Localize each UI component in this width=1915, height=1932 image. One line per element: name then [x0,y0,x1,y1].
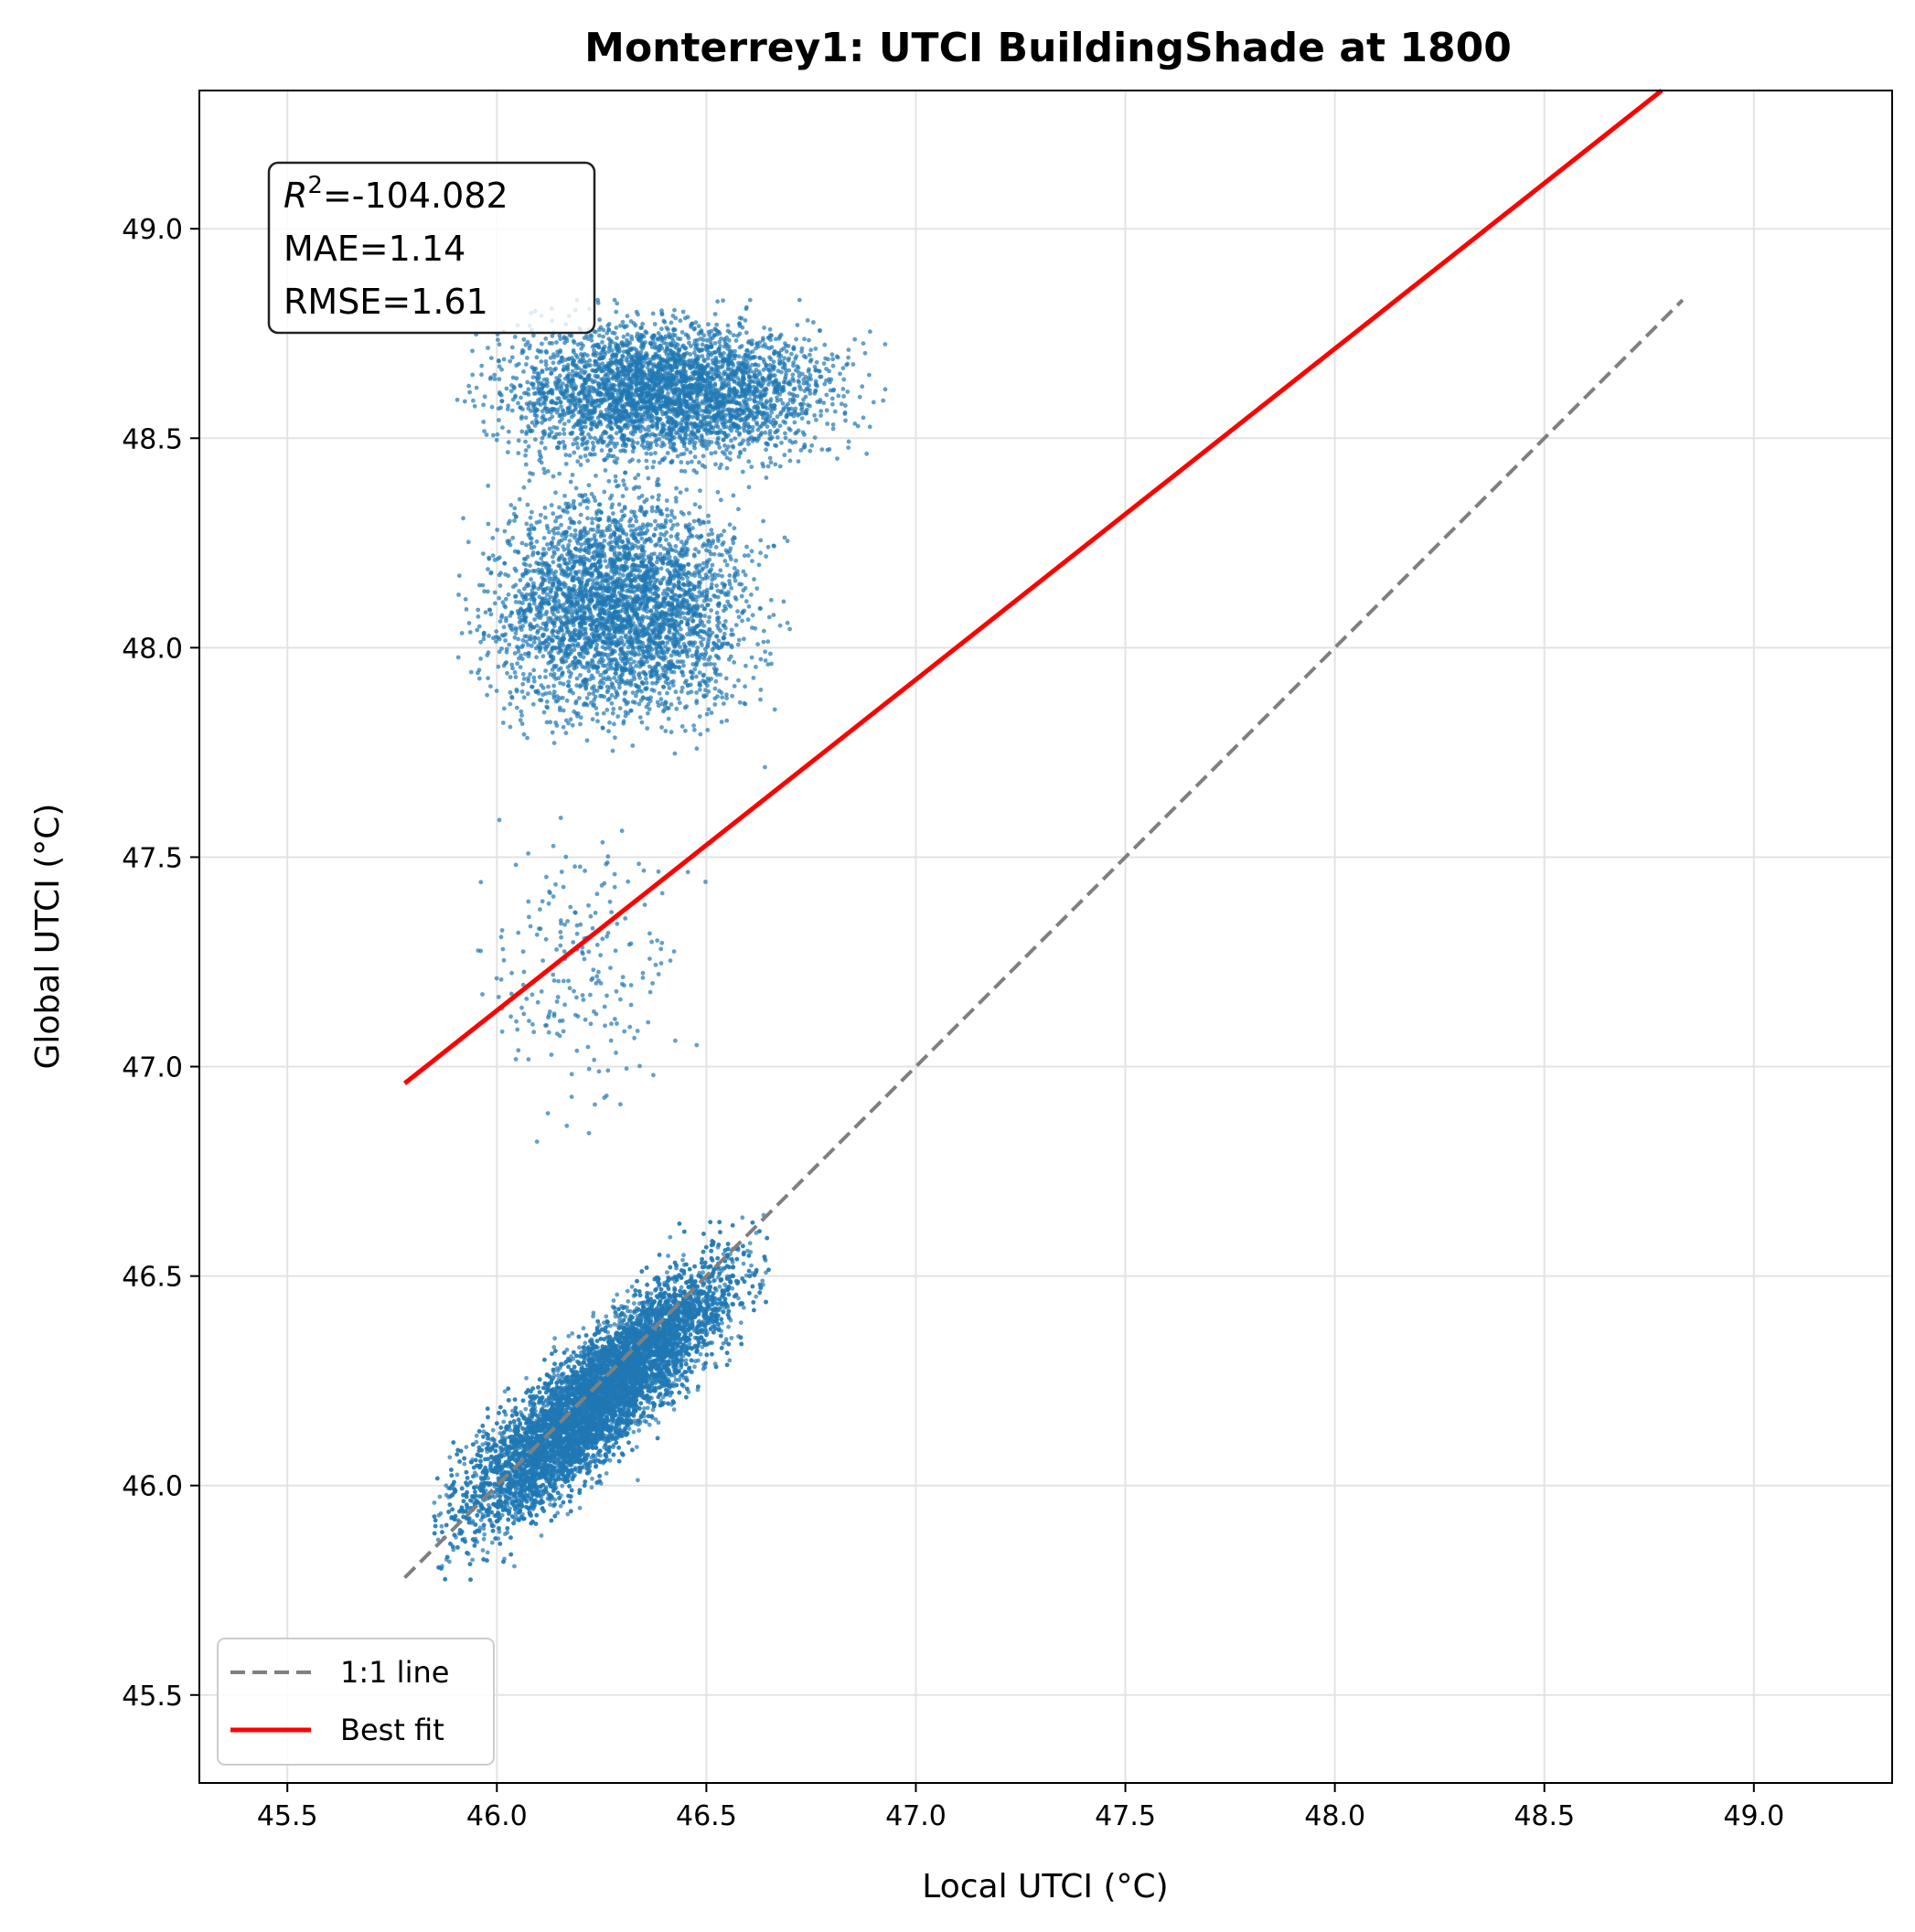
scatter-point [481,1536,487,1542]
scatter-point [696,1358,701,1363]
scatter-point [719,1333,723,1339]
scatter-point [551,1345,557,1350]
scatter-point [497,1431,503,1436]
scatter-point [744,1273,749,1278]
scatter-point [437,1494,443,1500]
scatter-point [474,1439,479,1445]
scatter-point [721,1252,726,1256]
scatter-point [729,1336,734,1340]
scatter-point [455,1472,460,1478]
scatter-point [439,1523,444,1529]
scatter-point [548,1502,553,1507]
scatter-point [474,1433,479,1438]
scatter-point [577,1345,582,1350]
scatter-point [625,1288,630,1294]
scatter-point [489,1540,495,1545]
scatter-point [611,1298,616,1303]
scatter-point [438,1510,444,1516]
scatter-point [480,1442,486,1447]
scatter-point [665,1270,669,1275]
scatter-point [612,1322,617,1327]
scatter-point [512,1564,517,1569]
scatter-point [589,1485,594,1490]
scatter-point [698,1351,703,1357]
scatter-point [726,1324,731,1329]
scatter-point [764,1270,768,1276]
scatter-point [671,1407,677,1412]
scatter-point [447,1559,452,1564]
scatter-point [741,1305,746,1310]
scatter-point [749,1263,754,1268]
scatter-point [692,1364,697,1370]
scatter-point [660,1394,666,1400]
chart-title: Monterrey1: UTCI BuildingShade at 1800 [584,25,1512,71]
scatter-point [666,1254,670,1258]
scatter-point [447,1455,453,1460]
scatter-point [637,1428,642,1433]
scatter-point [602,1320,606,1326]
scatter-point [710,1340,715,1345]
scatter-point [505,1530,510,1535]
scatter-point [681,1253,686,1258]
scatter-point [489,1510,495,1515]
scatter-point [745,1248,750,1254]
scatter-point [690,1358,694,1363]
scatter-point [570,1331,575,1336]
scatter-point [482,1532,487,1537]
scatter-point [604,1471,609,1476]
scatter-point [591,1314,595,1318]
scatter-point [565,1511,571,1517]
scatter-point [636,1478,640,1483]
scatter-point [754,1294,759,1299]
scatter-points [432,297,888,1582]
scatter-point [727,1358,733,1363]
scatter-point [625,1308,630,1314]
scatter-point [470,1557,475,1563]
scatter-point [490,1427,496,1433]
scatter-point [738,1320,744,1325]
scatter-point [644,1419,649,1425]
scatter-point [740,1215,745,1221]
scatter-point [558,1503,563,1509]
scatter-point [555,1372,561,1378]
scatter-point [631,1429,637,1435]
scatter-point [760,1278,765,1284]
scatter-point [613,1314,618,1319]
scatter-point [539,1533,544,1538]
scatter-point [683,1358,689,1363]
scatter-point [648,1291,654,1297]
